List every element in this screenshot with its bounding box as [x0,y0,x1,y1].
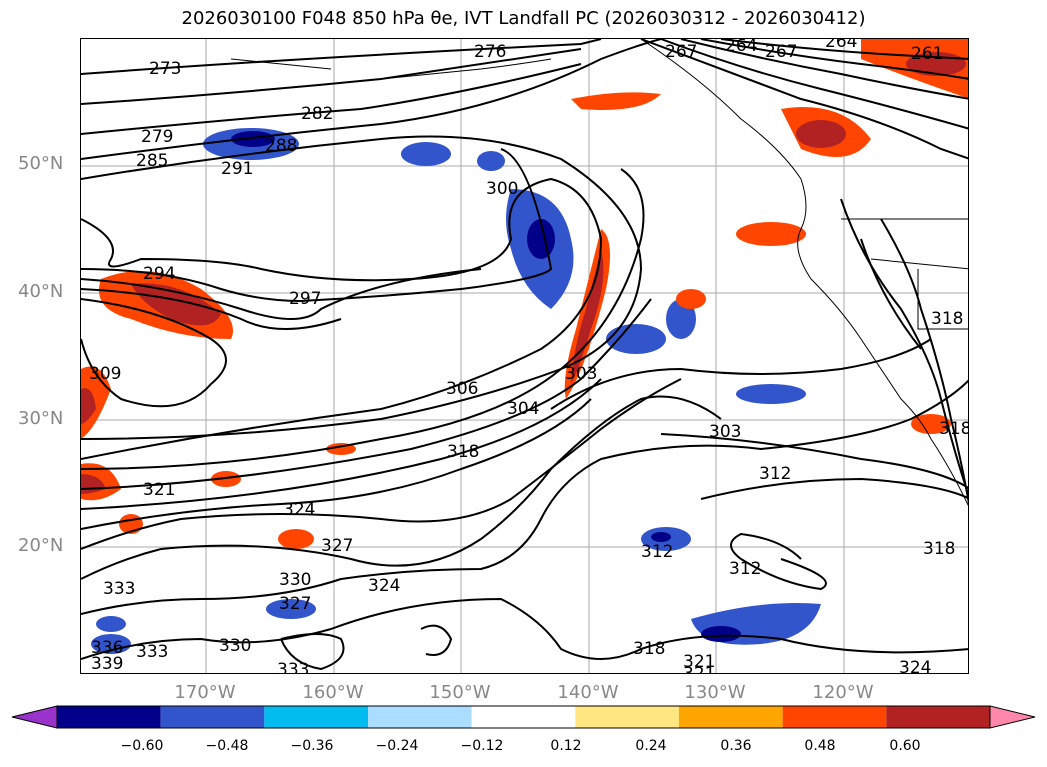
colorbar-extend-high [989,705,1036,729]
colorbar-segment [575,706,679,728]
map-panel: 273 276 267 264 267 264 261 282 279 285 … [80,38,969,674]
colorbar-tick-label: 0.12 [550,738,582,754]
contour-label: 327 [321,536,353,556]
lon-label-160w: 160°W [302,682,364,703]
colorbar [11,705,1036,729]
contour-label: 318 [931,309,963,329]
colorbar-segment [782,706,887,728]
colorbar-tick-label: −0.36 [290,738,334,754]
lon-label-130w: 130°W [684,682,746,703]
contour-label: 333 [103,579,135,599]
coastline [230,39,968,507]
contour-label: 321 [683,664,715,674]
lon-label-150w: 150°W [429,682,491,703]
contour-label: 303 [709,422,741,442]
contour-label: 264 [825,39,857,52]
lon-label-120w: 120°W [812,682,874,703]
colorbar-segment [264,706,368,728]
map-canvas: 273 276 267 264 267 264 261 282 279 285 … [81,39,969,674]
contour-label: 324 [899,658,931,674]
contour-label: 264 [725,39,757,56]
contour-label: 294 [143,264,175,284]
contour-label: 318 [447,442,479,462]
contour-label: 318 [633,639,665,659]
lon-label-170w: 170°W [174,682,236,703]
contour-label: 267 [665,42,697,62]
colorbar-segment [886,706,990,728]
negative-anomaly-core [231,131,275,147]
colorbar-segment [368,706,472,728]
contour-labels: 273 276 267 264 267 264 261 282 279 285 … [89,39,969,674]
colorbar-border [56,705,991,729]
contour-label: 312 [641,542,673,562]
contour-label: 327 [279,594,311,614]
colorbar-tick-label: 0.60 [889,738,921,754]
contour-label: 309 [89,364,121,384]
colorbar-tick-label: −0.60 [120,738,164,754]
contour-label: 279 [141,127,173,147]
contour-label: 336 [91,638,123,658]
colorbar-segment [57,706,161,728]
contour-label: 261 [911,44,943,64]
contour-label: 288 [265,136,297,156]
colorbar-tick-label: 0.36 [720,738,752,754]
contour-label: 333 [136,642,168,662]
contour-label: 324 [368,576,400,596]
contour-label: 321 [683,652,715,672]
lon-label-140w: 140°W [557,682,619,703]
lat-label-40n: 40°N [18,281,64,302]
contour-label: 273 [149,59,181,79]
contour-label: 321 [143,480,175,500]
ivt-shading [81,39,968,654]
contour-label: 303 [565,364,597,384]
contour-label: 318 [923,539,955,559]
contour-label: 333 [277,660,309,674]
colorbar-segment [471,706,576,728]
colorbar-tick-label: −0.48 [205,738,249,754]
colorbar-segment [679,706,783,728]
graticule [81,39,968,673]
contour-label: 304 [507,399,539,419]
colorbar-tick-label: 0.48 [804,738,836,754]
contour-label: 330 [219,636,251,656]
contour-label: 339 [91,654,123,674]
colorbar-segments [11,705,1036,729]
colorbar-tick-label: −0.24 [375,738,419,754]
contour-label: 267 [765,42,797,62]
contour-label: 297 [289,289,321,309]
theta-e-contours [81,39,968,671]
contour-label: 282 [301,104,333,124]
lat-label-20n: 20°N [18,535,64,556]
contour-label: 291 [221,159,253,179]
contour-label: 312 [729,559,761,579]
contour-label: 306 [446,379,478,399]
colorbar-extend-low [11,705,58,729]
contour-label: 324 [283,500,315,520]
colorbar-tick-label: 0.24 [635,738,667,754]
map-title: 2026030100 F048 850 hPa θe, IVT Landfall… [181,8,866,29]
contour-label: 276 [474,42,506,62]
contour-label: 312 [759,464,791,484]
contour-label: 300 [486,179,518,199]
colorbar-segment [160,706,265,728]
lat-label-30n: 30°N [18,408,64,429]
positive-anomaly [571,92,661,110]
lat-label-50n: 50°N [18,153,64,174]
colorbar-tick-label: −0.12 [460,738,504,754]
contour-label: 330 [279,570,311,590]
contour-label: 285 [136,151,168,171]
contour-label: 318 [939,419,969,439]
